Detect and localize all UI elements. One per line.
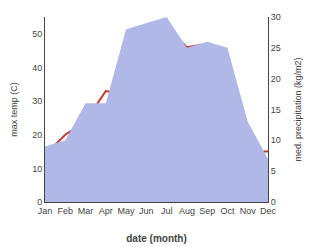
- svg-text:Dec: Dec: [260, 206, 277, 216]
- svg-text:20: 20: [32, 130, 42, 140]
- svg-text:Jan: Jan: [38, 206, 53, 216]
- svg-text:Mar: Mar: [78, 206, 94, 216]
- svg-text:max temp (C): max temp (C): [9, 82, 19, 137]
- svg-text:50: 50: [32, 29, 42, 39]
- svg-text:40: 40: [32, 63, 42, 73]
- svg-text:5: 5: [271, 166, 276, 176]
- svg-text:Nov: Nov: [240, 206, 257, 216]
- svg-text:Jul: Jul: [161, 206, 173, 216]
- svg-text:Aug: Aug: [179, 206, 195, 216]
- svg-text:15: 15: [271, 105, 281, 115]
- svg-text:0: 0: [271, 197, 276, 207]
- svg-text:20: 20: [271, 74, 281, 84]
- svg-text:Apr: Apr: [99, 206, 113, 216]
- svg-text:25: 25: [271, 43, 281, 53]
- svg-text:Oct: Oct: [220, 206, 235, 216]
- svg-text:30: 30: [271, 12, 281, 22]
- svg-text:date (month): date (month): [126, 233, 187, 244]
- svg-text:Feb: Feb: [58, 206, 74, 216]
- svg-text:0: 0: [37, 197, 42, 207]
- svg-text:Jun: Jun: [139, 206, 154, 216]
- svg-text:30: 30: [32, 96, 42, 106]
- svg-text:10: 10: [32, 164, 42, 174]
- svg-text:May: May: [118, 206, 136, 216]
- svg-text:Sep: Sep: [199, 206, 215, 216]
- svg-text:med. precipitation (kg/m2): med. precipitation (kg/m2): [293, 57, 303, 161]
- svg-text:10: 10: [271, 135, 281, 145]
